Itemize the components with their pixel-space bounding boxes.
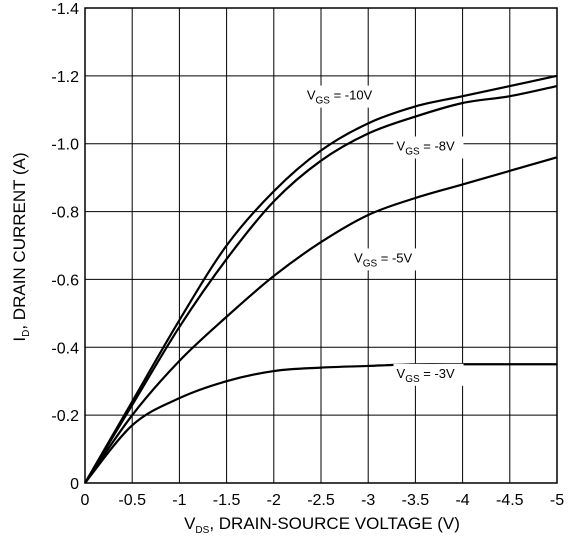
x-tick-label: -2.5	[307, 492, 335, 509]
plot-frame	[84, 7, 558, 484]
x-tick-label: -0.5	[118, 492, 146, 509]
series-line-vgs3v	[84, 363, 557, 484]
series-line-vgs8v	[84, 84, 558, 484]
y-tick-labels: 0 -0.2 -0.4 -0.6 -0.8 -1.0 -1.2 -1.4	[51, 1, 79, 493]
curve-label-vgs8v: VGS = -8V	[397, 139, 455, 158]
y-tick-label: -1.2	[51, 69, 79, 86]
x-tick-label: -2	[267, 492, 281, 509]
curve-label-vgs5v: VGS = -5V	[354, 250, 412, 269]
x-tick-label: -4.5	[496, 492, 524, 509]
x-axis-title: VDS, DRAIN-SOURCE VOLTAGE (V)	[184, 514, 460, 536]
curve-labels: VGS = -10V VGS = -8V VGS = -5V VGS = -3V	[303, 85, 464, 386]
curve-label-background	[351, 248, 422, 271]
curve-label-background	[393, 363, 464, 386]
grid	[84, 7, 558, 484]
curve-label-vgs10v: VGS = -10V	[307, 88, 373, 107]
x-tick-label: -3	[361, 492, 375, 509]
y-tick-label: -0.6	[51, 272, 79, 289]
x-tick-label: -3.5	[402, 492, 430, 509]
x-tick-label: -1	[172, 492, 186, 509]
series-line-vgs5v	[84, 156, 558, 484]
x-tick-label: -1.5	[213, 492, 241, 509]
y-tick-label: 0	[70, 476, 79, 493]
series-line-vgs10v	[84, 74, 558, 484]
curve-label-background	[393, 136, 464, 159]
y-axis-title: ID, DRAIN CURRENT (A)	[10, 152, 32, 341]
curve-label-background	[303, 85, 381, 108]
y-tick-label: -1.4	[51, 1, 79, 18]
y-tick-label: -0.8	[51, 205, 79, 222]
x-tick-label: -4	[455, 492, 469, 509]
y-tick-label: -0.2	[51, 408, 79, 425]
x-tick-label: 0	[81, 492, 90, 509]
x-tick-label: -5	[550, 492, 564, 509]
curves	[84, 74, 558, 484]
x-tick-labels: 0 -0.5 -1 -1.5 -2 -2.5 -3 -3.5 -4 -4.5 -5	[81, 492, 565, 509]
y-tick-label: -1.0	[51, 137, 79, 154]
y-tick-label: -0.4	[51, 340, 79, 357]
curve-label-vgs3v: VGS = -3V	[397, 366, 455, 385]
